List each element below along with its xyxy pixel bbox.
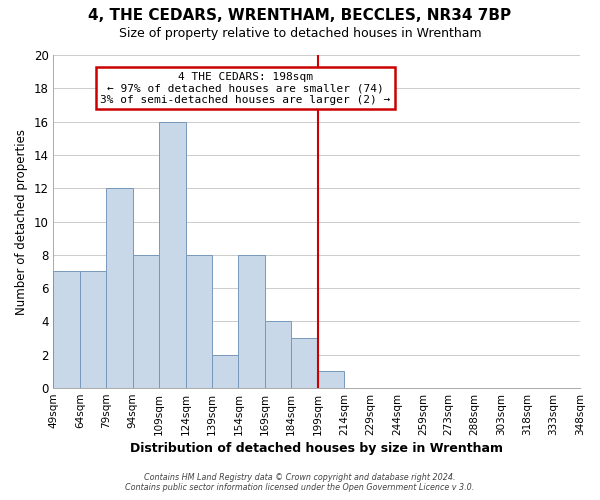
Y-axis label: Number of detached properties: Number of detached properties xyxy=(15,128,28,314)
Bar xyxy=(80,272,106,388)
Bar xyxy=(133,255,159,388)
Bar xyxy=(317,372,344,388)
Bar xyxy=(185,255,212,388)
Bar xyxy=(265,322,291,388)
Bar xyxy=(159,122,185,388)
Bar xyxy=(238,255,265,388)
Text: Size of property relative to detached houses in Wrentham: Size of property relative to detached ho… xyxy=(119,28,481,40)
Text: 4 THE CEDARS: 198sqm
← 97% of detached houses are smaller (74)
3% of semi-detach: 4 THE CEDARS: 198sqm ← 97% of detached h… xyxy=(100,72,391,105)
X-axis label: Distribution of detached houses by size in Wrentham: Distribution of detached houses by size … xyxy=(130,442,503,455)
Text: 4, THE CEDARS, WRENTHAM, BECCLES, NR34 7BP: 4, THE CEDARS, WRENTHAM, BECCLES, NR34 7… xyxy=(88,8,512,22)
Bar xyxy=(212,355,238,388)
Text: Contains HM Land Registry data © Crown copyright and database right 2024.
Contai: Contains HM Land Registry data © Crown c… xyxy=(125,473,475,492)
Bar xyxy=(106,188,133,388)
Bar xyxy=(53,272,80,388)
Bar xyxy=(291,338,317,388)
